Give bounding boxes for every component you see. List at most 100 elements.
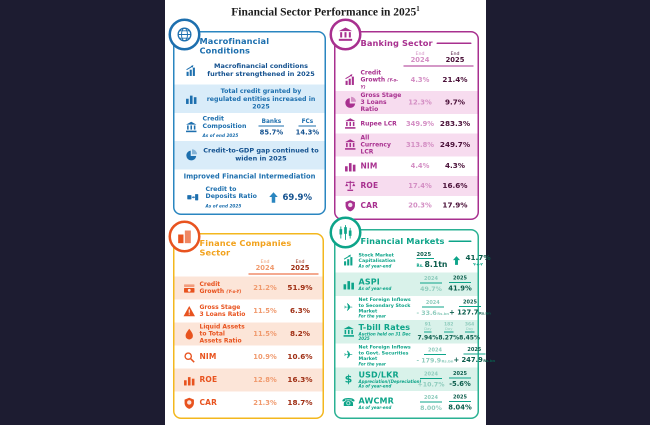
finance-row-car: CAR 21.3% 18.7% <box>175 392 323 415</box>
financial-markets-card: Financial Markets Stock Market Capitalis… <box>329 216 495 419</box>
finance-header: Finance Companies Sector <box>200 239 318 258</box>
banking-header: Banking Sector <box>361 37 473 50</box>
finance-row-liquid-assets: Liquid Assets to Total Assets Ratio 11.5… <box>174 322 323 346</box>
page-title-text: Financial Sector Performance in 2025 <box>231 5 417 18</box>
finance-year-headers: End 2024 End 2025 <box>175 259 323 277</box>
credit-composition-row: Credit Composition As of end 2025 Banks … <box>175 113 325 141</box>
finance-col-end-2025: End 2025 <box>281 259 319 275</box>
gdp-pie-icon <box>180 149 203 162</box>
page-title: Financial Sector Performance in 20251 <box>165 5 486 18</box>
macro-strengthened-text: Macrofinancial conditions further streng… <box>207 62 315 79</box>
banking-row-all-currency-lcr: All Currency LCR 313.8% 249.7% <box>335 133 478 157</box>
fcs-column: FCs 14.3% <box>295 117 320 137</box>
rupee-lcr-bank-icon <box>340 118 361 131</box>
markets-row-stock-inflows: ✈ Net Foreign Inflows to Secondary Stock… <box>336 296 491 320</box>
globe-growth-icon <box>177 27 193 43</box>
finance-row-nim: NIM 10.9% 10.6% <box>175 346 323 369</box>
roe-podium-icon <box>179 374 200 387</box>
airplane-icon: ✈ <box>343 301 354 314</box>
macrofinancial-title: Macrofinancial Conditions <box>199 36 270 56</box>
liquid-assets-icon <box>179 328 200 341</box>
credit-gdp-gap-row: Credit-to-GDP gap continued to widen in … <box>174 141 325 170</box>
markets-title: Financial Markets <box>360 236 445 246</box>
macro-total-credit-row: Total credit granted by regulated entiti… <box>174 84 325 113</box>
stage3-pie-icon <box>340 96 361 109</box>
credit-growth-chart-icon <box>340 74 361 87</box>
finance-row-roe: ROE 12.8% 16.3% <box>174 368 323 392</box>
page-title-footnote-marker: 1 <box>416 5 420 13</box>
markets-row-usdlkr: $ USD/LKR Appreciation/(Depreciation) As… <box>335 367 478 392</box>
car-shield-icon <box>179 397 200 410</box>
banking-row-rupee-lcr: Rupee LCR 349.9% 283.3% <box>336 114 478 134</box>
up-arrow-icon <box>451 255 461 265</box>
car-shield-icon <box>340 199 361 212</box>
banking-row-gross-stage3: Gross Stage 3 Loans Ratio 12.3% 9.7% <box>335 91 478 114</box>
banking-col-end-2024: End 2024 <box>403 51 437 67</box>
finance-row-gross-stage3: Gross Stage 3 Loans Ratio 11.5% 6.3% <box>175 300 323 323</box>
market-cap-value: 8.1tn <box>424 260 448 270</box>
finance-rows: Credit Growth (Y-o-Y) 21.2% 51.9% Gross … <box>174 276 323 418</box>
markets-row-awcmr: ☎ AWCMR As of year-end 2024 8.00% 2025 8.0… <box>336 391 478 415</box>
candlestick-chart-icon <box>338 225 354 241</box>
banking-row-credit-growth: Credit Growth (Y-o-Y) 4.3% 21.4% <box>336 69 478 92</box>
banking-col-end-2025: End 2025 <box>436 51 474 67</box>
up-arrow-icon <box>268 191 280 203</box>
finance-row-credit-growth: Credit Growth (Y-o-Y) 21.2% 51.9% <box>174 276 323 300</box>
nim-magnifier-icon <box>179 351 200 364</box>
macro-total-credit-text: Total credit granted by regulated entiti… <box>206 87 316 111</box>
markets-row-tbill: T-bill Rates Auction held on 31 Dec 2025… <box>335 319 480 344</box>
finance-companies-card: Finance Companies Sector End 2024 End 2025… <box>168 220 324 419</box>
bank-coins-icon <box>180 121 203 134</box>
city-buildings-icon <box>177 229 193 245</box>
credit-composition-label: Credit Composition As of end 2025 <box>202 114 247 139</box>
banking-title: Banking Sector <box>360 38 433 48</box>
airplane-icon: ✈ <box>343 349 354 362</box>
credit-deposits-ratio-row: Credit to Deposits Ratio As of end 2025 … <box>175 183 325 211</box>
finance-title: Finance Companies Sector <box>199 238 292 258</box>
banking-badge <box>329 18 362 51</box>
markets-header-rule <box>448 240 472 242</box>
credit-gdp-gap-text: Credit-to-GDP gap continued to widen in … <box>203 147 319 163</box>
banks-column: Banks 85.7% <box>258 117 285 137</box>
market-cap-change: 41.7% <box>465 254 491 263</box>
finance-col-end-2024: End 2024 <box>248 259 282 275</box>
bank-building-icon <box>338 27 354 43</box>
macrofinancial-conditions-card: Macrofinancial Conditions Macrofinancial… <box>168 18 326 215</box>
financial-markets-badge <box>329 216 362 249</box>
macrofinancial-rows: Macrofinancial conditions further streng… <box>174 57 325 214</box>
roe-scales-icon <box>340 180 361 193</box>
growth-chart-icon <box>180 64 203 77</box>
cash-notes-icon <box>179 282 200 295</box>
nim-bars-icon <box>340 160 361 173</box>
phone-icon: ☎ <box>341 396 356 410</box>
aspi-chart-icon <box>339 278 359 291</box>
stage3-warning-triangle-icon <box>179 305 200 318</box>
banking-row-nim: NIM 4.4% 4.3% <box>336 156 478 176</box>
credit-deposits-label: Credit to Deposits Ratio As of end 2025 <box>205 184 257 209</box>
credit-composition-table: Banks 85.7% FCs 14.3% <box>246 118 321 137</box>
markets-row-market-cap: Stock Market Capitalisation As of year-e… <box>336 249 491 273</box>
macrofinancial-header: Macrofinancial Conditions <box>200 37 320 56</box>
banking-rows: Credit Growth (Y-o-Y) 4.3% 21.4% Gross S… <box>335 69 478 219</box>
banking-row-car: CAR 20.3% 17.9% <box>336 196 478 216</box>
markets-row-aspi: ASPI As of year-end 2024 49.7% 2025 41.9% <box>335 272 478 297</box>
tbill-bank-icon <box>339 326 359 339</box>
banking-year-headers: End 2024 End 2025 <box>336 51 478 69</box>
credit-deposits-value: 69.9% <box>282 192 312 203</box>
markets-header: Financial Markets <box>361 235 473 248</box>
markets-rows: Stock Market Capitalisation As of year-e… <box>335 249 495 418</box>
banking-row-roe: ROE 17.4% 16.6% <box>335 176 478 196</box>
infographic-page: Financial Sector Performance in 20251 Ma… <box>165 0 495 425</box>
banking-sector-card: Banking Sector End 2024 End 2025 Credit Gr… <box>329 18 479 220</box>
credit-deposits-swap-icon <box>180 191 206 204</box>
markets-row-govt-inflows: ✈ Net Foreign Inflows to Govt. Securitie… <box>336 344 495 368</box>
all-currency-lcr-bank-icon <box>340 139 361 152</box>
market-cap-bars-icon <box>339 254 359 267</box>
macro-strengthened-row: Macrofinancial conditions further streng… <box>175 57 325 85</box>
bar-chart-icon <box>180 93 203 106</box>
banking-header-rule <box>436 42 472 44</box>
finance-companies-badge <box>168 220 201 253</box>
market-cap-year: 2025 <box>416 252 435 260</box>
